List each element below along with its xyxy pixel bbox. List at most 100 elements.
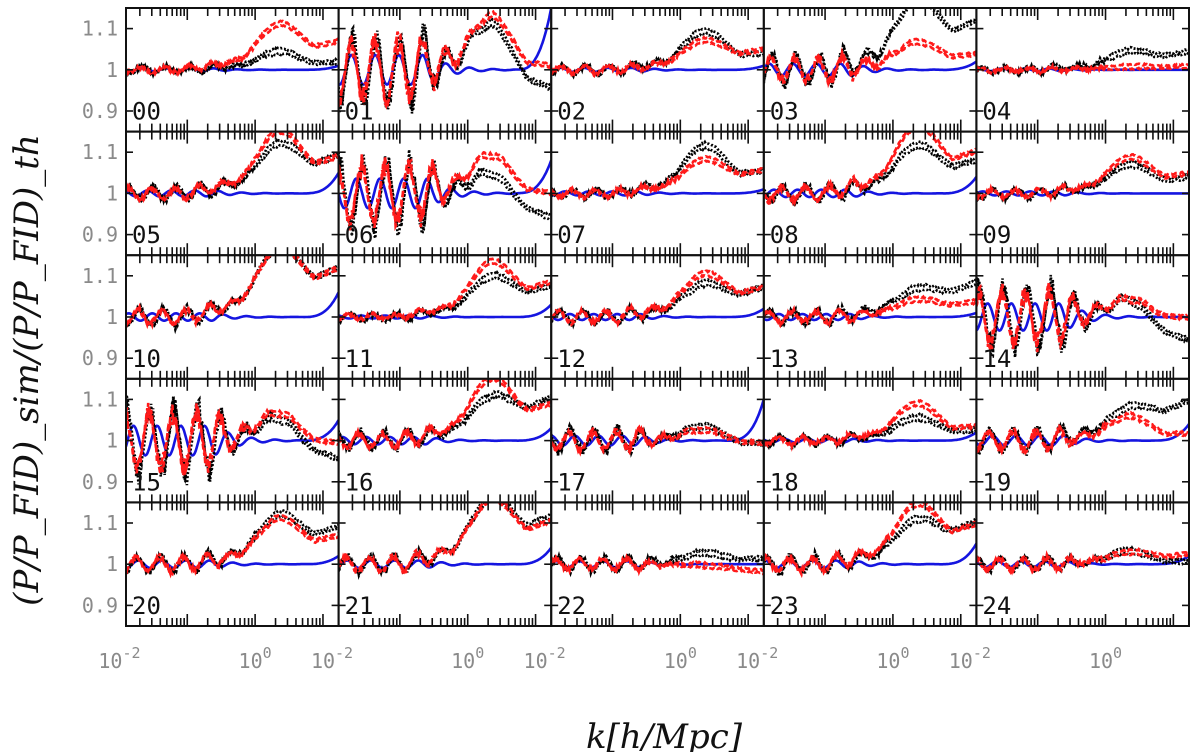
y-tick-label: 1 bbox=[106, 429, 118, 453]
series-red-dashed-line bbox=[551, 35, 764, 78]
panel-09: 09 bbox=[975, 130, 1191, 257]
panel-03-plot-area bbox=[763, 8, 977, 90]
series-black-dotted-line bbox=[763, 8, 977, 90]
x-tick-label: 100 bbox=[664, 644, 697, 673]
x-tick-label: 10-2 bbox=[98, 644, 140, 673]
x-tick-label: 100 bbox=[876, 644, 909, 673]
panel-00-plot-area bbox=[126, 19, 339, 81]
panel-id-label: 14 bbox=[982, 345, 1011, 373]
series-blue-line bbox=[551, 64, 764, 74]
series-black-dotted-line bbox=[763, 519, 977, 581]
x-tick-label: 10-2 bbox=[524, 644, 566, 673]
panel-15: 15 1.1 1 0.9 bbox=[82, 377, 340, 504]
series-blue-line bbox=[763, 176, 977, 199]
series-black-dotted-line bbox=[976, 158, 1190, 203]
x-tick-label: 100 bbox=[239, 644, 272, 673]
y-tick-label: 0.9 bbox=[82, 223, 118, 247]
panel-id-label: 05 bbox=[132, 221, 161, 249]
series-black-dotted-line bbox=[763, 513, 977, 577]
panel-05-plot-area bbox=[126, 131, 339, 207]
panel-15-plot-area bbox=[126, 395, 339, 486]
panel-00: 00 1.1 1 0.9 bbox=[82, 7, 340, 133]
panel-14-plot-area bbox=[976, 274, 1190, 358]
panel-22: 22 bbox=[550, 501, 765, 627]
panel-07: 07 bbox=[550, 130, 765, 257]
panel-id-label: 01 bbox=[345, 98, 374, 126]
panel-16: 16 bbox=[337, 377, 553, 504]
panel-id-label: 11 bbox=[345, 345, 374, 373]
panel-07-plot-area bbox=[551, 139, 764, 205]
panel-12: 12 bbox=[550, 254, 765, 380]
y-tick-label: 0.9 bbox=[82, 470, 118, 494]
series-red-dashed-line bbox=[126, 23, 339, 78]
panel-id-label: 15 bbox=[132, 468, 161, 496]
panel-id-label: 08 bbox=[770, 221, 799, 249]
panel-23-plot-area bbox=[763, 502, 977, 581]
panel-17-plot-area bbox=[551, 399, 764, 460]
panel-22-plot-area bbox=[551, 547, 764, 579]
series-red-dashed-line bbox=[976, 283, 1190, 354]
panel-id-label: 23 bbox=[770, 592, 799, 620]
panel-18-plot-area bbox=[763, 398, 977, 452]
panel-18: 18 bbox=[762, 377, 978, 504]
panel-id-label: 09 bbox=[982, 221, 1011, 249]
panel-11-plot-area bbox=[338, 257, 552, 327]
panel-id-label: 18 bbox=[770, 468, 799, 496]
series-red-dashed-line bbox=[126, 402, 339, 477]
series-red-dashed-line bbox=[551, 424, 764, 457]
panel-id-label: 10 bbox=[132, 345, 161, 373]
series-black-dotted-line bbox=[763, 139, 977, 206]
series-blue-line bbox=[338, 159, 552, 210]
series-black-dotted-line bbox=[976, 276, 1190, 358]
x-tick-label: 10-2 bbox=[736, 644, 778, 673]
x-tick-label: 10-2 bbox=[311, 644, 353, 673]
panel-02-plot-area bbox=[551, 26, 764, 81]
series-black-dotted-line bbox=[338, 152, 552, 239]
y-tick-label: 1.1 bbox=[82, 17, 118, 41]
x-tick-labels: 10-2 100 10-2 100 10-2 100 10-2 100 10-2 100 bbox=[98, 644, 1122, 673]
panel-13: 13 bbox=[762, 254, 978, 380]
panel-id-label: 17 bbox=[557, 468, 586, 496]
panel-01: 01 bbox=[337, 7, 553, 133]
panel-04-plot-area bbox=[976, 45, 1190, 79]
series-blue-line bbox=[763, 60, 977, 78]
series-black-dotted-line bbox=[551, 547, 764, 579]
panel-id-label: 24 bbox=[982, 592, 1011, 620]
series-black-dotted-line bbox=[126, 508, 339, 577]
panel-21: 21 bbox=[337, 501, 553, 627]
y-tick-label: 0.9 bbox=[82, 593, 118, 617]
y-tick-label: 1 bbox=[106, 58, 118, 82]
series-red-dashed-line bbox=[763, 37, 977, 89]
series-blue-line bbox=[976, 301, 1189, 333]
y-tick-label: 1 bbox=[106, 181, 118, 205]
panel-20: 20 1.1 1 0.9 bbox=[82, 501, 340, 627]
panel-08: 08 bbox=[762, 130, 978, 257]
y-axis-title: (P/P_FID)_sim/(P/P_FID)_th bbox=[7, 134, 47, 606]
series-red-dashed-line bbox=[338, 257, 552, 325]
x-tick-label: 100 bbox=[451, 644, 484, 673]
panel-20-plot-area bbox=[126, 508, 339, 579]
x-tick-label: 100 bbox=[1089, 644, 1122, 673]
panel-06-plot-area bbox=[338, 149, 552, 239]
series-blue-line bbox=[126, 291, 339, 323]
y-tick-label: 1.1 bbox=[82, 387, 118, 411]
panel-id-label: 16 bbox=[345, 468, 374, 496]
series-red-dashed-line bbox=[551, 424, 764, 456]
panel-21-plot-area bbox=[338, 502, 552, 580]
series-red-dashed-line bbox=[338, 9, 552, 107]
y-tick-label: 1.1 bbox=[82, 511, 118, 535]
y-tick-label: 0.9 bbox=[82, 99, 118, 123]
y-tick-label: 0.9 bbox=[82, 346, 118, 370]
panel-id-label: 07 bbox=[557, 221, 586, 249]
series-black-dotted-line bbox=[551, 139, 764, 205]
series-blue-line bbox=[551, 188, 764, 197]
panel-09-plot-area bbox=[976, 152, 1190, 206]
series-blue-line bbox=[976, 423, 1190, 447]
panel-03: 03 bbox=[762, 7, 978, 133]
panel-02: 02 bbox=[550, 7, 765, 133]
series-blue-line bbox=[338, 8, 552, 87]
panel-24-plot-area bbox=[976, 545, 1190, 578]
panel-10: 10 1.1 1 0.9 bbox=[82, 254, 340, 380]
panel-10-plot-area bbox=[126, 255, 339, 335]
